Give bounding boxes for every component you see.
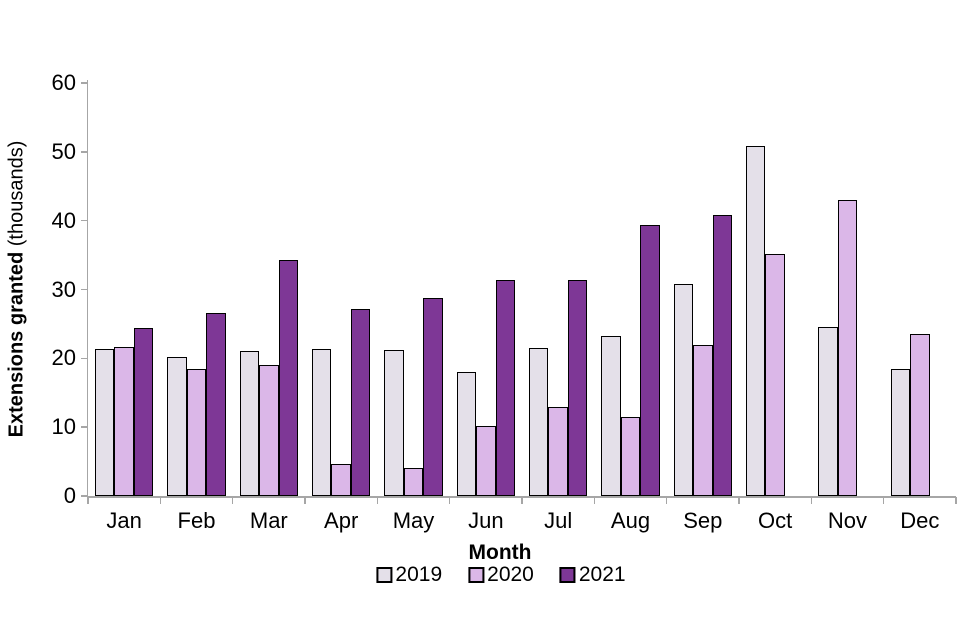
bar-2019-jul bbox=[528, 348, 549, 496]
x-tick-label-mar: Mar bbox=[249, 508, 288, 533]
bar-2019-may bbox=[384, 350, 404, 496]
y-tick-mark bbox=[81, 82, 87, 84]
legend-swatch-2020 bbox=[468, 567, 485, 583]
x-tick-label-dec: Dec bbox=[900, 508, 940, 533]
bar-2020-aug bbox=[620, 416, 641, 496]
x-tick-label-jan: Jan bbox=[106, 508, 142, 533]
x-tick-label-may: May bbox=[392, 508, 435, 533]
bar-2019-aug bbox=[601, 335, 621, 496]
bar-2020-jan bbox=[114, 347, 134, 496]
y-tick-label: 0 bbox=[63, 483, 76, 508]
bar-2020-oct bbox=[765, 254, 785, 496]
bar-2020-sep bbox=[693, 345, 713, 496]
x-tick-label-aug: Aug bbox=[610, 508, 651, 533]
legend-item-2019: 2019 bbox=[376, 563, 442, 587]
x-tick-label-apr: Apr bbox=[324, 508, 359, 533]
bar-2019-apr bbox=[311, 348, 332, 496]
y-axis-title-unit: (thousands) bbox=[5, 140, 28, 252]
x-tick-mark bbox=[810, 497, 813, 504]
legend-item-2021: 2021 bbox=[559, 563, 626, 587]
x-tick-label-nov: Nov bbox=[827, 508, 868, 533]
bar-2019-dec bbox=[890, 369, 911, 496]
legend-label-2021: 2021 bbox=[578, 563, 626, 586]
y-tick-label: 40 bbox=[51, 207, 76, 233]
bar-2019-feb bbox=[167, 356, 187, 496]
y-tick-label: 50 bbox=[51, 138, 76, 164]
x-tick-mark bbox=[593, 497, 596, 504]
x-tick-mark bbox=[882, 497, 885, 504]
legend-swatch-2019 bbox=[376, 567, 393, 583]
x-tick-label-jun: Jun bbox=[468, 508, 504, 533]
y-tick-label: 10 bbox=[51, 414, 76, 440]
bar-2020-jun bbox=[476, 425, 496, 496]
bar-2021-jul bbox=[567, 279, 588, 496]
bar-2021-sep bbox=[712, 215, 733, 496]
x-tick-mark bbox=[955, 497, 957, 504]
bar-2019-mar bbox=[239, 350, 260, 496]
y-tick-mark bbox=[81, 151, 87, 153]
x-tick-mark bbox=[304, 497, 306, 504]
bar-2019-oct bbox=[745, 146, 766, 496]
legend-label-2019: 2019 bbox=[395, 563, 443, 586]
x-tick-label-feb: Feb bbox=[177, 508, 216, 533]
bar-2021-may bbox=[423, 297, 443, 496]
y-tick-label: 60 bbox=[51, 70, 76, 95]
y-axis-line bbox=[86, 80, 88, 498]
x-axis-title: Month bbox=[468, 541, 532, 564]
y-tick-mark bbox=[81, 426, 87, 428]
bar-2020-jul bbox=[548, 406, 568, 496]
bar-2019-jan bbox=[94, 348, 115, 496]
x-tick-label-sep: Sep bbox=[683, 508, 723, 533]
bar-2019-nov bbox=[818, 327, 838, 496]
bar-2020-mar bbox=[259, 365, 279, 496]
x-tick-label-jul: Jul bbox=[544, 508, 573, 533]
bar-2021-jun bbox=[495, 279, 516, 496]
legend-label-2020: 2020 bbox=[487, 563, 534, 586]
bar-2020-dec bbox=[910, 333, 930, 496]
y-tick-mark bbox=[81, 288, 87, 291]
x-tick-mark bbox=[376, 497, 379, 504]
legend-item-2020: 2020 bbox=[468, 563, 534, 587]
bar-2021-feb bbox=[206, 312, 226, 496]
x-tick-label-oct: Oct bbox=[758, 508, 793, 533]
x-tick-mark bbox=[448, 497, 451, 504]
y-tick-mark bbox=[81, 495, 87, 497]
y-tick-label: 30 bbox=[51, 276, 76, 302]
x-tick-mark bbox=[665, 497, 668, 504]
bar-2021-mar bbox=[278, 259, 299, 496]
legend: 2019 2020 2021 bbox=[376, 563, 626, 587]
bar-2021-jan bbox=[133, 328, 154, 496]
bar-2019-jun bbox=[456, 372, 477, 496]
y-axis-title-main: Extensions granted bbox=[5, 251, 28, 438]
bar-2019-sep bbox=[673, 283, 694, 496]
x-tick-mark bbox=[521, 497, 523, 504]
bar-2020-feb bbox=[186, 369, 207, 496]
y-tick-label: 20 bbox=[51, 345, 76, 371]
bar-2020-may bbox=[403, 468, 424, 496]
x-axis-line bbox=[88, 495, 956, 498]
bar-2020-apr bbox=[331, 463, 351, 496]
x-tick-mark bbox=[159, 497, 162, 504]
legend-swatch-2021 bbox=[559, 567, 576, 583]
y-tick-mark bbox=[81, 357, 87, 360]
bar-2021-apr bbox=[350, 308, 371, 496]
y-axis-title: Extensions granted (thousands) bbox=[6, 141, 29, 438]
x-tick-mark bbox=[738, 497, 740, 504]
x-tick-mark bbox=[231, 497, 234, 504]
bar-2020-nov bbox=[837, 200, 858, 496]
x-tick-mark bbox=[87, 497, 89, 504]
y-tick-mark bbox=[81, 219, 87, 222]
bar-2021-aug bbox=[640, 224, 660, 496]
